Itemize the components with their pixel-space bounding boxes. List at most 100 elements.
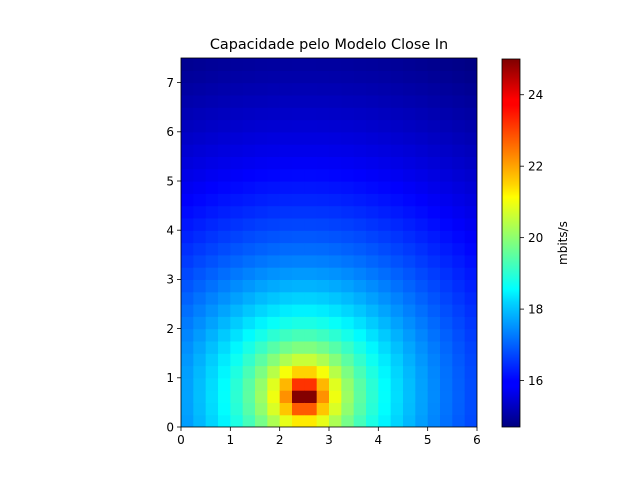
heatmap-cell (255, 267, 268, 280)
heatmap-cell (353, 168, 367, 182)
heatmap-cell (440, 217, 453, 231)
heatmap-cell (205, 340, 219, 354)
heatmap-cell (267, 328, 281, 342)
heatmap-cell (304, 193, 318, 207)
heatmap-cell (255, 144, 268, 157)
heatmap-cell (267, 205, 281, 219)
heatmap-cell (440, 291, 453, 305)
heatmap-cell (205, 402, 219, 416)
heatmap-cell (279, 58, 293, 71)
heatmap-cell (193, 414, 207, 427)
heatmap-cell (267, 340, 281, 354)
heatmap-cell (390, 279, 404, 293)
heatmap-cell (341, 58, 355, 71)
heatmap-cell (292, 402, 305, 416)
heatmap-cell (193, 390, 207, 403)
heatmap-cell (205, 181, 219, 194)
heatmap-cell (230, 267, 244, 280)
heatmap-cell (464, 267, 477, 280)
heatmap-cell (181, 365, 194, 379)
heatmap-cell (255, 353, 268, 367)
heatmap-cell (242, 304, 256, 317)
heatmap-cell (218, 58, 231, 71)
heatmap-cell (292, 58, 305, 71)
heatmap-cell (440, 242, 453, 256)
heatmap-cell (341, 304, 355, 317)
heatmap-cell (193, 205, 207, 219)
heatmap-cell (292, 328, 305, 342)
heatmap-cell (316, 254, 330, 268)
heatmap-cell (304, 414, 318, 427)
heatmap-cell (242, 156, 256, 170)
heatmap-cell (230, 230, 244, 244)
heatmap-cell (304, 168, 318, 182)
colorbar-ticks: 16 18 20 22 24 (520, 88, 543, 388)
heatmap-cell (279, 144, 293, 157)
heatmap-cell (242, 181, 256, 194)
heatmap-cell (390, 94, 404, 108)
heatmap-cell (415, 94, 429, 108)
heatmap-cell (193, 82, 207, 96)
heatmap-cell (304, 254, 318, 268)
heatmap-cell (292, 205, 305, 219)
heatmap-cell (267, 181, 281, 194)
heatmap-cell (193, 107, 207, 121)
heatmap-cell (205, 353, 219, 367)
heatmap-cell (181, 304, 194, 317)
heatmap-cell (242, 291, 256, 305)
heatmap-cell (304, 205, 318, 219)
heatmap-cell (403, 316, 416, 330)
heatmap-cell (353, 254, 367, 268)
heatmap-cell (279, 168, 293, 182)
heatmap-cell (242, 82, 256, 96)
heatmap-cell (415, 168, 429, 182)
heatmap-cell (378, 340, 392, 354)
heatmap-cell (341, 279, 355, 293)
heatmap-cell (230, 82, 244, 96)
heatmap-cell (464, 193, 477, 207)
heatmap-cell (242, 414, 256, 427)
heatmap-cell (255, 279, 268, 293)
heatmap-cell (230, 353, 244, 367)
heatmap-cell (279, 193, 293, 207)
heatmap-cell (279, 316, 293, 330)
heatmap-cell (427, 353, 441, 367)
heatmap-cell (255, 70, 268, 84)
heatmap-cell (218, 205, 231, 219)
heatmap-cell (366, 131, 379, 145)
heatmap-cell (341, 353, 355, 367)
heatmap-cell (193, 254, 207, 268)
heatmap-cell (255, 402, 268, 416)
heatmap-cell (218, 119, 231, 133)
heatmap-cell (427, 94, 441, 108)
heatmap-cell (279, 328, 293, 342)
heatmap-cell (415, 82, 429, 96)
heatmap-cell (427, 254, 441, 268)
heatmap-cell (193, 242, 207, 256)
heatmap-cell (316, 58, 330, 71)
x-tick-label: 0 (177, 433, 185, 447)
heatmap-cell (390, 402, 404, 416)
heatmap-cell (403, 340, 416, 354)
heatmap-cell (230, 316, 244, 330)
x-tick-label: 6 (473, 433, 481, 447)
heatmap-cell (230, 217, 244, 231)
heatmap-cell (415, 279, 429, 293)
heatmap-cell (242, 328, 256, 342)
heatmap-cell (353, 267, 367, 280)
heatmap-cell (205, 390, 219, 403)
heatmap-cell (427, 340, 441, 354)
heatmap-cell (267, 279, 281, 293)
heatmap-cell (464, 82, 477, 96)
heatmap-cell (415, 107, 429, 121)
heatmap-cell (353, 230, 367, 244)
heatmap-cell (255, 340, 268, 354)
heatmap-cell (193, 70, 207, 84)
heatmap-cell (378, 131, 392, 145)
heatmap-cell (255, 193, 268, 207)
heatmap-cell (341, 107, 355, 121)
heatmap-cell (267, 316, 281, 330)
heatmap-cell (427, 70, 441, 84)
heatmap-cell (279, 267, 293, 280)
heatmap-cell (440, 107, 453, 121)
